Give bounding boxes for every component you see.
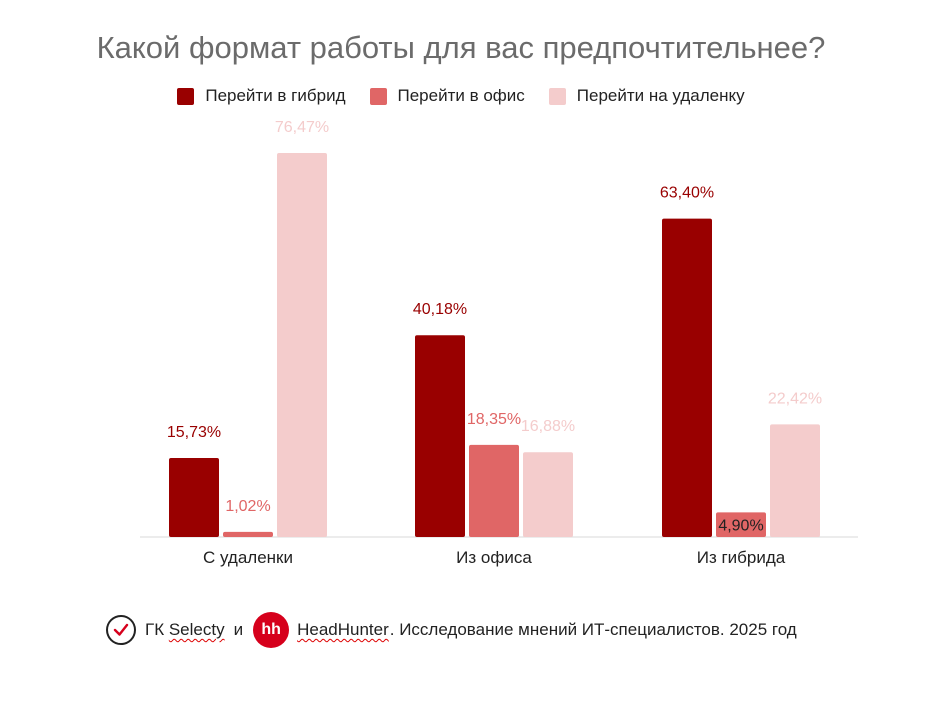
legend-item: Перейти на удаленку (548, 86, 745, 106)
legend-swatch (177, 87, 195, 105)
bar (277, 153, 327, 537)
data-label: 15,73% (167, 424, 221, 441)
bar (415, 335, 465, 537)
footer-source: ГК Selecty и hh HeadHunter. Исследование… (106, 612, 797, 648)
bar (169, 458, 219, 537)
bar (770, 424, 820, 537)
bar-chart: 15,73% 40,18% 63,40% 1,02% 18,35% 4,90% 76,47%… (140, 119, 858, 567)
legend-swatch (369, 87, 387, 105)
legend-item: Перейти в офис (369, 86, 525, 106)
checkmark-circle-icon (106, 615, 136, 645)
legend-label: Перейти в гибрид (205, 86, 346, 105)
data-label: 22,42% (768, 390, 822, 407)
data-label: 16,88% (521, 418, 575, 435)
legend-label: Перейти в офис (397, 86, 525, 105)
legend-item: Перейти в гибрид (177, 86, 346, 106)
checkmark-glyph (113, 623, 129, 636)
data-label: 18,35% (467, 411, 521, 428)
data-label: 63,40% (660, 185, 714, 202)
bar (716, 512, 766, 537)
hh-logo-icon: hh (253, 612, 290, 648)
footer-and: и (233, 620, 244, 639)
footer-headhunter: HeadHunter (297, 620, 389, 639)
x-tick-label: Из офиса (456, 548, 532, 567)
footer-org1: ГК (145, 620, 165, 639)
data-label: 1,02% (225, 498, 270, 515)
data-label: 76,47% (275, 119, 329, 136)
x-tick-label: С удаленки (203, 548, 293, 567)
footer-selecty: Selecty (168, 620, 225, 639)
bar (523, 452, 573, 537)
bar (223, 531, 273, 537)
chart-title: Какой формат работы для вас предпочтител… (96, 30, 826, 65)
bar (469, 444, 519, 537)
bar (662, 218, 712, 537)
footer-text: . Исследование мнений ИТ-специалистов. 2… (389, 620, 797, 639)
x-tick-label: Из гибрида (697, 548, 786, 567)
data-label: 40,18% (413, 301, 467, 318)
legend: Перейти в гибрид Перейти в офис Перейти … (0, 86, 922, 106)
legend-label: Перейти на удаленку (576, 86, 745, 105)
legend-swatch (548, 87, 566, 105)
data-label: 4,90% (718, 517, 763, 534)
